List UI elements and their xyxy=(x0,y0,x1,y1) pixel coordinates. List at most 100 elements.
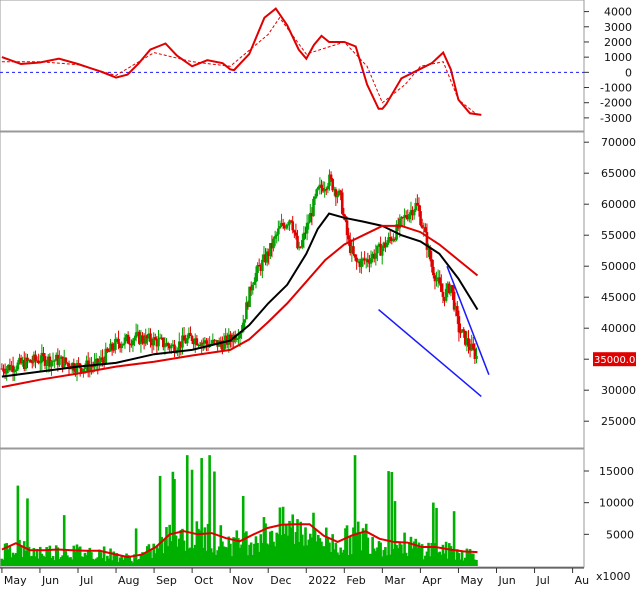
candle-body xyxy=(368,262,371,264)
candle-body xyxy=(150,342,154,346)
candle-body xyxy=(125,334,128,338)
candle-body xyxy=(197,344,200,346)
volume-bar xyxy=(209,548,213,566)
candle-body xyxy=(248,286,251,307)
volume-bar xyxy=(432,502,435,566)
candle-body xyxy=(406,217,410,220)
price-tick-label: 40000 xyxy=(601,322,636,335)
candle-body xyxy=(404,215,408,218)
x-tick-label: Mar xyxy=(384,574,405,587)
volume-bar xyxy=(312,512,315,566)
x-tick-label: 2022 xyxy=(308,574,336,587)
candle-body xyxy=(441,291,445,297)
candle-body xyxy=(390,238,394,241)
volume-bar xyxy=(251,554,255,566)
candle-body xyxy=(34,354,37,361)
volume-bar xyxy=(160,536,163,566)
volume-bar xyxy=(448,543,451,566)
volume-bar xyxy=(403,532,406,566)
candle-body xyxy=(468,346,472,351)
volume-bar xyxy=(227,536,231,566)
volume-bar xyxy=(155,545,159,566)
volume-bar xyxy=(350,554,354,566)
candle-body xyxy=(470,343,473,351)
candle-body xyxy=(371,253,374,259)
volume-bar xyxy=(10,557,13,566)
volume-bar xyxy=(293,543,296,566)
candle-body xyxy=(157,338,160,347)
volume-bar xyxy=(296,519,299,566)
candle-body xyxy=(130,344,133,346)
x-tick-label: Jul xyxy=(79,574,93,587)
volume-bar xyxy=(470,553,473,566)
volume-bar xyxy=(374,551,378,566)
candle-body xyxy=(43,356,47,367)
volume-bar xyxy=(161,553,165,566)
volume-bar xyxy=(401,553,405,566)
candle-body xyxy=(154,337,157,340)
volume-bar xyxy=(355,532,358,566)
resistance-trendline xyxy=(446,265,490,375)
candle-body xyxy=(267,251,271,257)
volume-bar xyxy=(48,545,52,566)
candle-body xyxy=(318,184,322,188)
candle-body xyxy=(134,332,138,338)
candle-body xyxy=(146,335,149,339)
oscillator-tick-label: 0 xyxy=(625,66,632,79)
volume-unit-label: x1000 xyxy=(596,570,631,583)
candle-body xyxy=(392,238,395,241)
volume-bar xyxy=(323,546,326,566)
volume-bar xyxy=(200,458,203,566)
volume-bar xyxy=(393,501,397,566)
volume-bar xyxy=(147,544,151,566)
volume-bar xyxy=(294,532,298,566)
candle-body xyxy=(254,272,258,282)
volume-bar xyxy=(134,528,138,566)
candle-body xyxy=(454,306,458,310)
volume-bar xyxy=(120,556,124,566)
candle-body xyxy=(165,343,168,347)
volume-bar xyxy=(388,554,392,566)
volume-bar xyxy=(177,538,181,566)
volume-bar xyxy=(157,548,160,566)
candle-body xyxy=(54,354,58,361)
candle-body xyxy=(109,343,112,352)
candle-body xyxy=(139,335,143,344)
volume-bar xyxy=(203,527,207,566)
volume-bar xyxy=(262,517,266,566)
volume-bar xyxy=(364,523,368,566)
candle-body xyxy=(142,341,146,344)
candle-body xyxy=(385,242,389,248)
candle-body xyxy=(106,348,109,352)
volume-bar xyxy=(225,547,229,566)
candle-body xyxy=(141,335,144,342)
volume-bar xyxy=(70,559,74,566)
volume-bar xyxy=(400,544,403,566)
volume-bar xyxy=(208,455,211,566)
candle-body xyxy=(427,247,430,250)
oscillator-line xyxy=(1,7,482,116)
volume-bar xyxy=(465,548,469,566)
candle-body xyxy=(301,240,304,248)
volume-bar xyxy=(43,556,47,566)
candle-body xyxy=(184,340,187,344)
candle-body xyxy=(289,220,293,222)
candle-body xyxy=(158,337,162,339)
volume-bar xyxy=(142,553,146,566)
volume-bar xyxy=(348,535,352,566)
volume-bar xyxy=(21,556,24,566)
volume-bar xyxy=(224,547,227,566)
volume-bar xyxy=(416,547,419,566)
volume-bar xyxy=(438,551,442,566)
candle-body xyxy=(195,338,199,346)
candle-body xyxy=(297,246,301,249)
candle-body xyxy=(2,368,5,372)
candle-body xyxy=(118,344,122,349)
volume-bar xyxy=(0,558,4,566)
volume-bar xyxy=(261,542,264,566)
candle-body xyxy=(16,362,20,370)
candle-body xyxy=(307,222,311,224)
volume-bar xyxy=(205,550,208,566)
candle-body xyxy=(238,333,242,339)
last-price-label: 35000.00 xyxy=(594,355,636,366)
